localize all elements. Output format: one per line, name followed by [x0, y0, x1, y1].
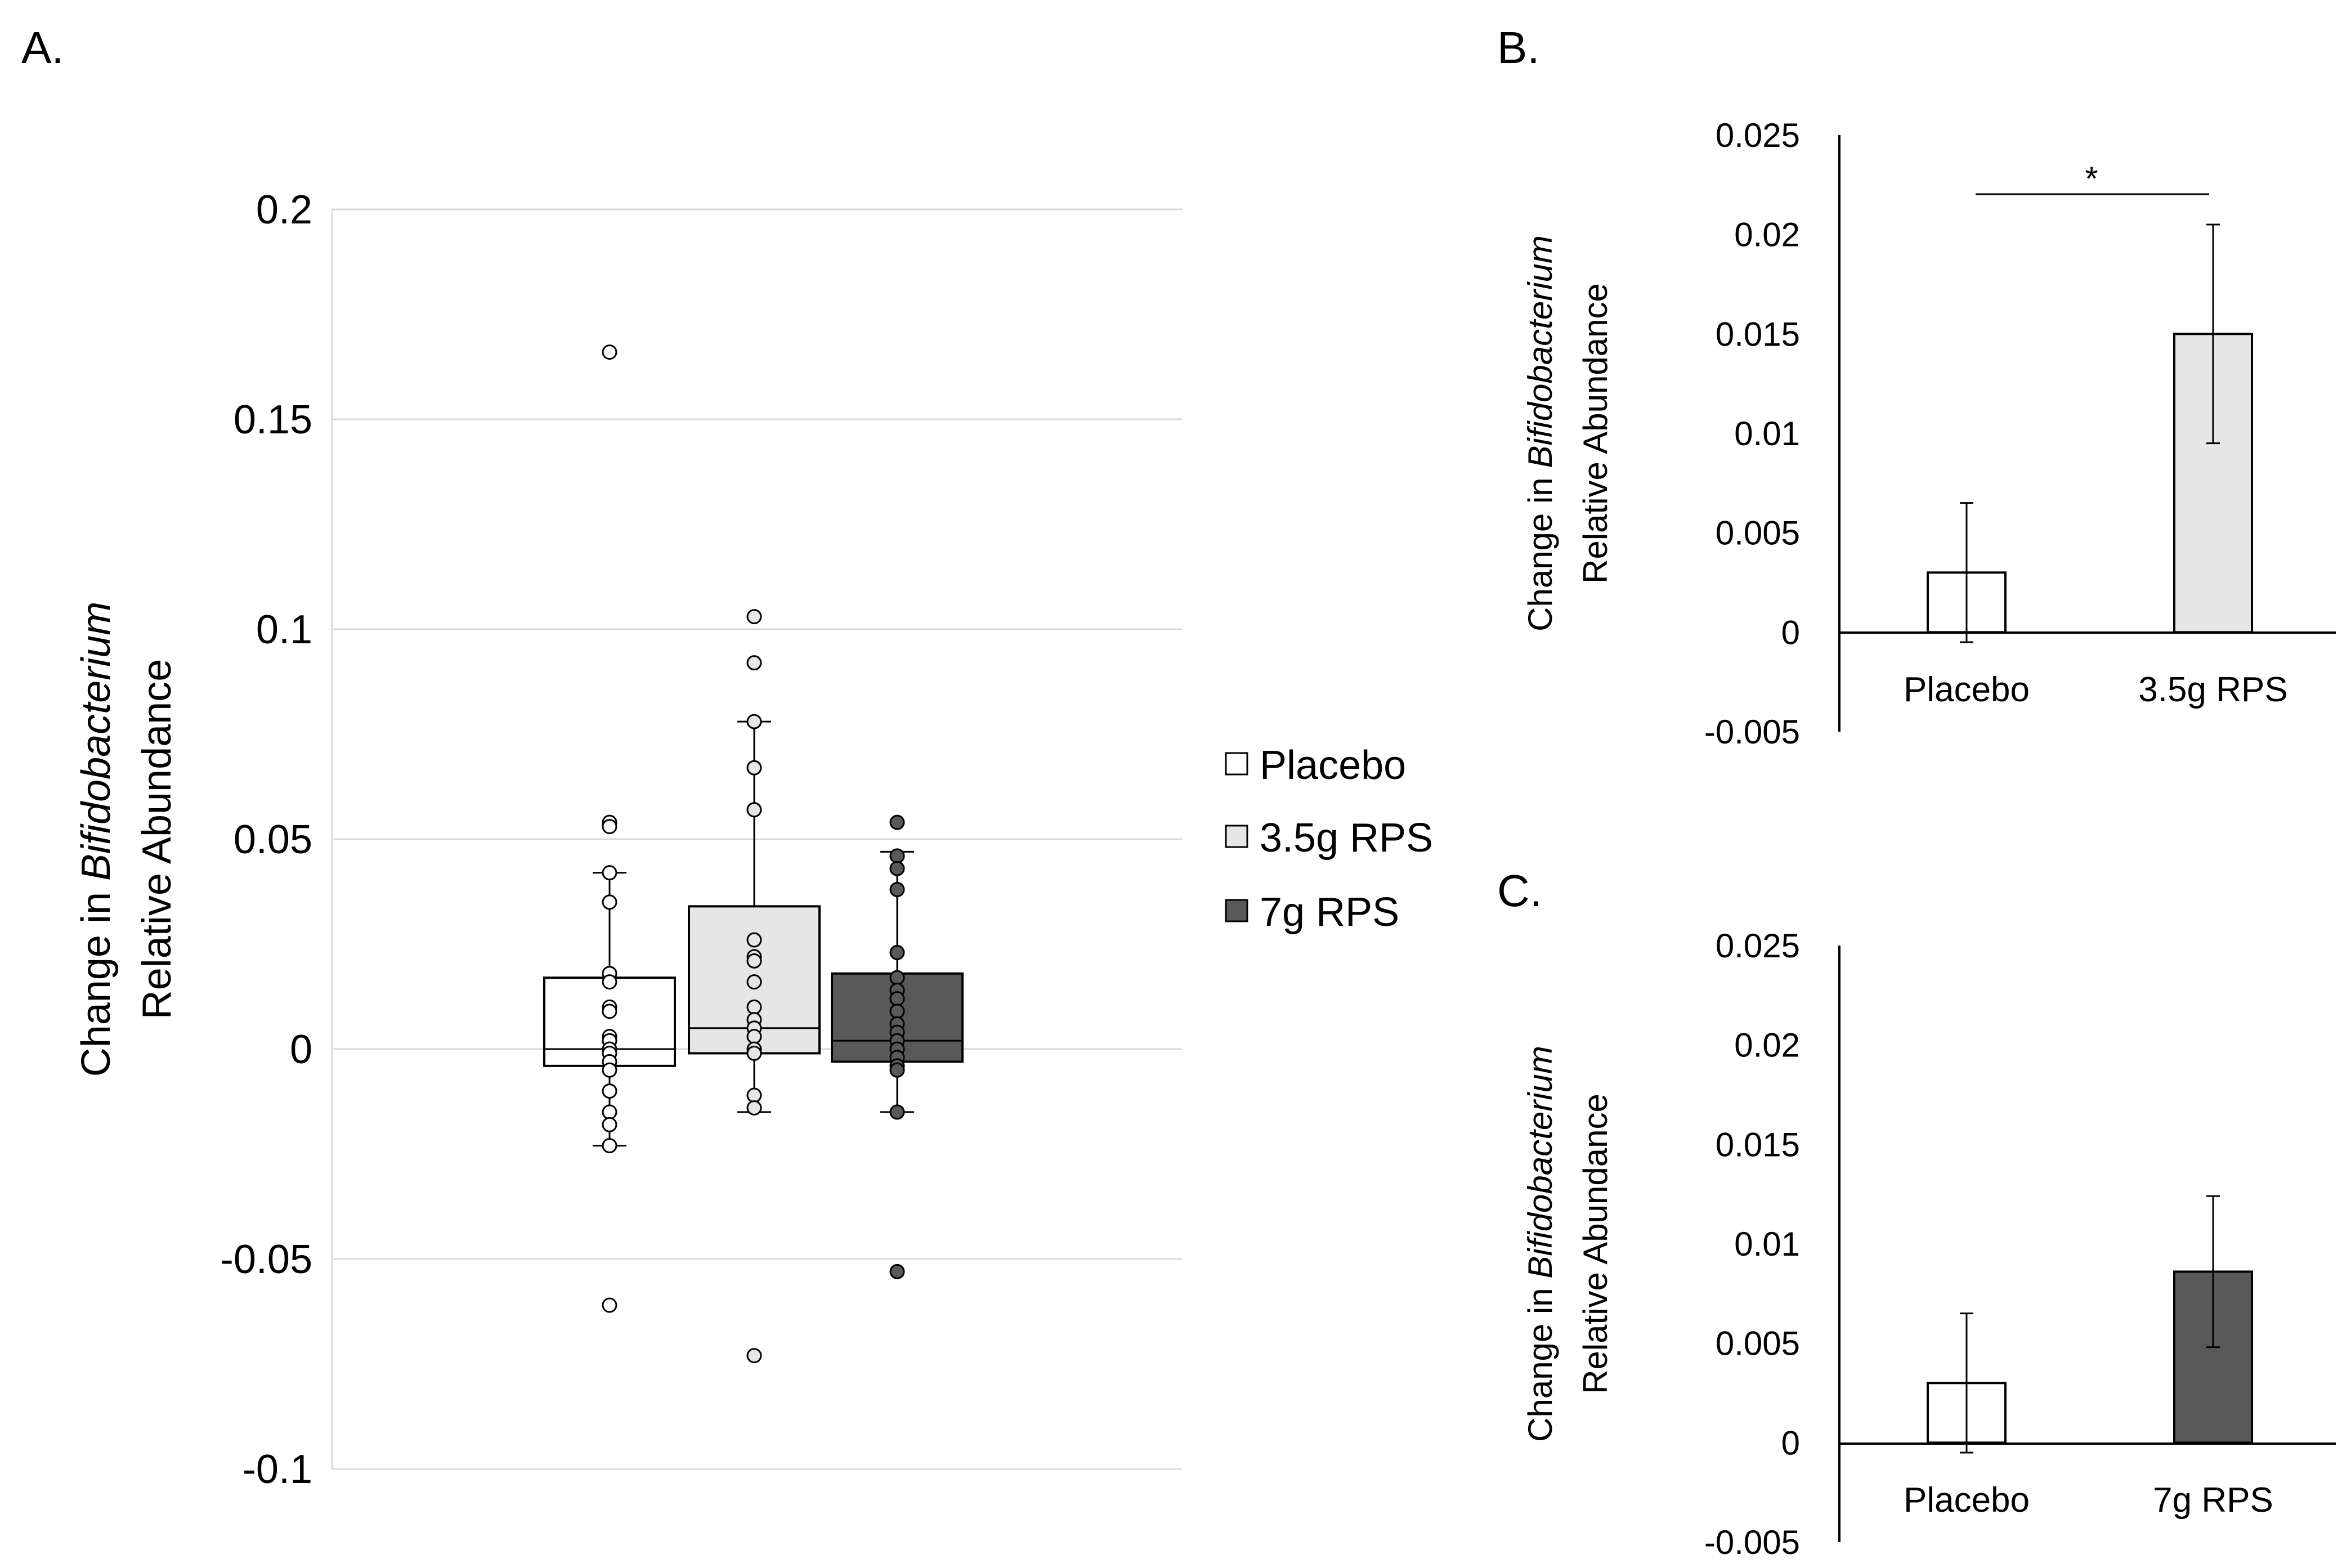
data-point-7g-rps	[889, 1264, 905, 1279]
y-tick-label-c: 0.005	[1716, 1325, 1800, 1363]
data-point-placebo	[602, 344, 617, 360]
panel-a-letter: A.	[21, 23, 64, 73]
y-tick-label-c: 0.015	[1716, 1126, 1800, 1163]
error-bars-b	[1960, 223, 2220, 643]
data-point-3.5g-rps	[746, 1045, 762, 1061]
data-point-7g-rps	[889, 991, 905, 1006]
data-point-3.5g-rps	[746, 974, 762, 990]
y-tick-label-c: 0	[1781, 1424, 1800, 1462]
bars-c	[1927, 1270, 2253, 1444]
data-point-placebo	[602, 1104, 617, 1120]
legend-label-placebo: Placebo	[1260, 743, 1406, 788]
y-tick-label-c: 0.02	[1734, 1027, 1800, 1064]
legend-label-7g-rps: 7g RPS	[1260, 890, 1399, 935]
y-tick-label-c: 0.025	[1716, 927, 1800, 965]
data-point-placebo	[602, 974, 617, 990]
legend-swatch-7g-rps	[1225, 899, 1248, 922]
data-point-3.5g-rps	[746, 714, 762, 729]
y-axis-title-c: Change in Bifidobacterium	[1521, 1046, 1559, 1442]
y-tick-label-c: 0.01	[1734, 1225, 1800, 1263]
data-point-7g-rps	[889, 1104, 905, 1120]
y-tick-label-a: -0.05	[220, 1237, 312, 1282]
data-point-3.5g-rps	[746, 1029, 762, 1045]
data-point-placebo	[602, 1083, 617, 1099]
data-point-placebo	[602, 1138, 617, 1154]
legend-swatch-placebo	[1225, 752, 1248, 776]
legend-swatch-3.5g-rps	[1225, 825, 1248, 848]
data-point-3.5g-rps	[746, 999, 762, 1015]
y-tick-label-a: 0	[290, 1027, 312, 1072]
y-axis-title-c-line2: Relative Abundance	[1577, 1094, 1614, 1394]
data-point-7g-rps	[889, 970, 905, 985]
y-axis-title-b-line2: Relative Abundance	[1577, 283, 1614, 584]
points-a	[602, 344, 905, 1364]
gridlines-a	[332, 208, 1182, 1470]
y-tick-label-a: 0.2	[256, 187, 312, 232]
data-point-3.5g-rps	[746, 1348, 762, 1364]
data-point-7g-rps	[889, 814, 905, 830]
y-tick-labels-a: 0.2 0.15 0.1 0.05 0 -0.05 -0.1	[220, 187, 312, 1492]
y-tick-label-b: 0.01	[1734, 415, 1800, 453]
bar-chart-b: 0.025 0.02 0.015 0.01 0.005 0 -0.005 Placebo 3…	[1521, 117, 2336, 751]
y-tick-label-a: 0.1	[256, 607, 312, 652]
data-point-placebo	[602, 1297, 617, 1313]
data-point-placebo	[602, 894, 617, 910]
data-point-3.5g-rps	[746, 932, 762, 948]
bars-b	[1927, 333, 2253, 634]
data-point-7g-rps	[889, 1003, 905, 1019]
y-tick-labels-b: 0.025 0.02 0.015 0.01 0.005 0 -0.005	[1704, 117, 1800, 751]
y-tick-label-a: 0.05	[234, 817, 312, 862]
category-label-b-placebo: Placebo	[1904, 670, 2030, 709]
data-point-7g-rps	[889, 1062, 905, 1078]
data-point-7g-rps	[889, 861, 905, 876]
data-point-7g-rps	[889, 882, 905, 898]
data-point-3.5g-rps	[746, 609, 762, 625]
data-point-placebo	[602, 1003, 617, 1019]
data-point-7g-rps	[889, 944, 905, 960]
data-point-placebo	[602, 1062, 617, 1078]
y-tick-label-a: -0.1	[243, 1447, 312, 1492]
panel-b-letter: B.	[1497, 23, 1540, 73]
y-tick-label-b: 0.005	[1716, 514, 1800, 552]
y-tick-labels-c: 0.025 0.02 0.015 0.01 0.005 0 -0.005	[1704, 927, 1800, 1561]
significance-star-b: *	[2085, 160, 2098, 198]
data-point-placebo	[602, 819, 617, 835]
data-point-3.5g-rps	[746, 802, 762, 818]
bar-chart-c: 0.025 0.02 0.015 0.01 0.005 0 -0.005 Placebo 7…	[1521, 927, 2336, 1561]
category-label-c-placebo: Placebo	[1904, 1481, 2030, 1520]
y-tick-label-b: 0.02	[1734, 216, 1800, 254]
error-bars-c	[1960, 1195, 2220, 1454]
box-plot-a: 0.2 0.15 0.1 0.05 0 -0.05 -0.1 Change in Bifid…	[74, 187, 1182, 1492]
y-tick-label-b: 0.025	[1716, 117, 1800, 154]
data-point-placebo	[602, 865, 617, 881]
data-point-3.5g-rps	[746, 655, 762, 671]
data-point-placebo	[602, 1117, 617, 1132]
legend: Placebo 3.5g RPS 7g RPS	[1225, 743, 1433, 935]
category-label-b-3.5g-rps: 3.5g RPS	[2138, 670, 2287, 709]
y-tick-label-c: -0.005	[1704, 1524, 1800, 1561]
y-axis-title-a: Change in Bifidobacterium	[74, 602, 119, 1077]
y-axis-title-b: Change in Bifidobacterium	[1521, 235, 1559, 631]
y-tick-label-b: 0.015	[1716, 315, 1800, 353]
legend-label-3.5g-rps: 3.5g RPS	[1260, 816, 1433, 861]
data-point-3.5g-rps	[746, 1087, 762, 1103]
data-point-7g-rps	[889, 848, 905, 864]
data-point-3.5g-rps	[746, 953, 762, 969]
y-tick-label-b: -0.005	[1704, 713, 1800, 751]
data-point-3.5g-rps	[746, 1100, 762, 1115]
panel-c-letter: C.	[1497, 866, 1542, 916]
data-point-3.5g-rps	[746, 760, 762, 776]
y-axis-title-a-line2: Relative Abundance	[135, 659, 180, 1019]
y-tick-label-a: 0.15	[234, 397, 312, 442]
category-label-c-7g-rps: 7g RPS	[2153, 1481, 2273, 1520]
y-tick-label-b: 0	[1781, 613, 1800, 651]
